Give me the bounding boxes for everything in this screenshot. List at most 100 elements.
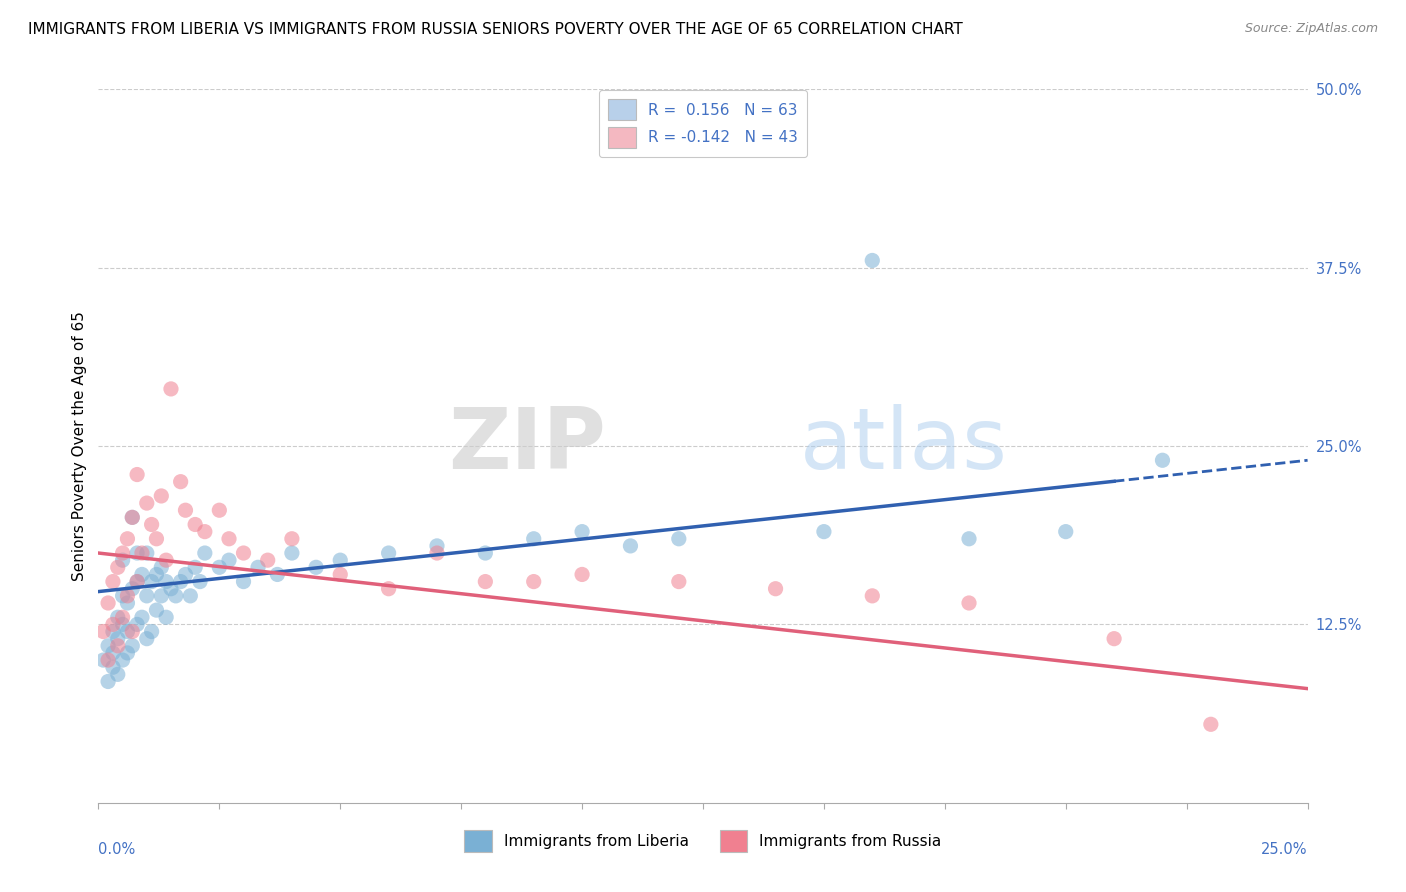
Point bbox=[117, 646, 139, 660]
Point bbox=[127, 546, 149, 560]
Point bbox=[97, 639, 120, 653]
Point bbox=[281, 546, 304, 560]
Point bbox=[117, 532, 139, 546]
Point bbox=[165, 589, 187, 603]
Point bbox=[426, 546, 449, 560]
Point bbox=[218, 553, 240, 567]
Point bbox=[247, 560, 270, 574]
Point bbox=[160, 582, 183, 596]
Point bbox=[184, 517, 207, 532]
Point bbox=[150, 560, 173, 574]
Point bbox=[619, 539, 641, 553]
Point bbox=[218, 532, 240, 546]
Point bbox=[150, 489, 173, 503]
Point bbox=[155, 610, 177, 624]
Point bbox=[141, 574, 163, 589]
Point bbox=[101, 617, 124, 632]
Text: 25.0%: 25.0% bbox=[1261, 842, 1308, 857]
Point bbox=[1152, 453, 1174, 467]
Point bbox=[131, 567, 153, 582]
Point bbox=[184, 560, 207, 574]
Text: 0.0%: 0.0% bbox=[98, 842, 135, 857]
Point bbox=[169, 475, 191, 489]
Point bbox=[1199, 717, 1222, 731]
Point bbox=[107, 560, 129, 574]
Point bbox=[208, 560, 231, 574]
Point bbox=[131, 546, 153, 560]
Point bbox=[97, 596, 120, 610]
Point bbox=[141, 624, 163, 639]
Point bbox=[145, 567, 167, 582]
Point bbox=[174, 567, 197, 582]
Point bbox=[117, 624, 139, 639]
Point bbox=[179, 589, 201, 603]
Point bbox=[474, 546, 496, 560]
Point bbox=[145, 532, 167, 546]
Point bbox=[668, 532, 690, 546]
Point bbox=[256, 553, 278, 567]
Point bbox=[101, 624, 124, 639]
Point bbox=[957, 596, 980, 610]
Point bbox=[117, 596, 139, 610]
Point bbox=[860, 253, 883, 268]
Y-axis label: Seniors Poverty Over the Age of 65: Seniors Poverty Over the Age of 65 bbox=[72, 311, 87, 581]
Point bbox=[160, 382, 183, 396]
Text: IMMIGRANTS FROM LIBERIA VS IMMIGRANTS FROM RUSSIA SENIORS POVERTY OVER THE AGE O: IMMIGRANTS FROM LIBERIA VS IMMIGRANTS FR… bbox=[28, 22, 963, 37]
Point bbox=[155, 553, 177, 567]
Point bbox=[194, 546, 217, 560]
Point bbox=[174, 503, 197, 517]
Point bbox=[860, 589, 883, 603]
Point bbox=[150, 589, 173, 603]
Point bbox=[188, 574, 211, 589]
Point bbox=[266, 567, 288, 582]
Point bbox=[107, 667, 129, 681]
Point bbox=[91, 653, 114, 667]
Point bbox=[107, 632, 129, 646]
Point bbox=[571, 567, 593, 582]
Point bbox=[111, 653, 134, 667]
Point bbox=[523, 532, 546, 546]
Point bbox=[813, 524, 835, 539]
Point bbox=[101, 646, 124, 660]
Point bbox=[107, 639, 129, 653]
Point bbox=[135, 496, 157, 510]
Point bbox=[127, 574, 149, 589]
Point bbox=[232, 546, 254, 560]
Point bbox=[145, 603, 167, 617]
Point bbox=[97, 674, 120, 689]
Point bbox=[111, 546, 134, 560]
Point bbox=[135, 589, 157, 603]
Point bbox=[121, 624, 143, 639]
Point bbox=[957, 532, 980, 546]
Point bbox=[305, 560, 328, 574]
Point bbox=[232, 574, 254, 589]
Point bbox=[281, 532, 304, 546]
Point bbox=[135, 546, 157, 560]
Point bbox=[121, 510, 143, 524]
Point bbox=[111, 617, 134, 632]
Text: ZIP: ZIP bbox=[449, 404, 606, 488]
Point bbox=[523, 574, 546, 589]
Point bbox=[121, 639, 143, 653]
Point bbox=[1054, 524, 1077, 539]
Point bbox=[127, 617, 149, 632]
Point bbox=[111, 589, 134, 603]
Text: Source: ZipAtlas.com: Source: ZipAtlas.com bbox=[1244, 22, 1378, 36]
Point bbox=[131, 610, 153, 624]
Point bbox=[111, 610, 134, 624]
Point bbox=[1102, 632, 1125, 646]
Point bbox=[329, 567, 352, 582]
Text: atlas: atlas bbox=[800, 404, 1008, 488]
Point bbox=[121, 582, 143, 596]
Point bbox=[97, 653, 120, 667]
Point bbox=[91, 624, 114, 639]
Point bbox=[155, 574, 177, 589]
Point bbox=[101, 660, 124, 674]
Point bbox=[121, 510, 143, 524]
Point bbox=[571, 524, 593, 539]
Legend: Immigrants from Liberia, Immigrants from Russia: Immigrants from Liberia, Immigrants from… bbox=[457, 822, 949, 859]
Point bbox=[127, 467, 149, 482]
Point bbox=[668, 574, 690, 589]
Point bbox=[135, 632, 157, 646]
Point bbox=[765, 582, 787, 596]
